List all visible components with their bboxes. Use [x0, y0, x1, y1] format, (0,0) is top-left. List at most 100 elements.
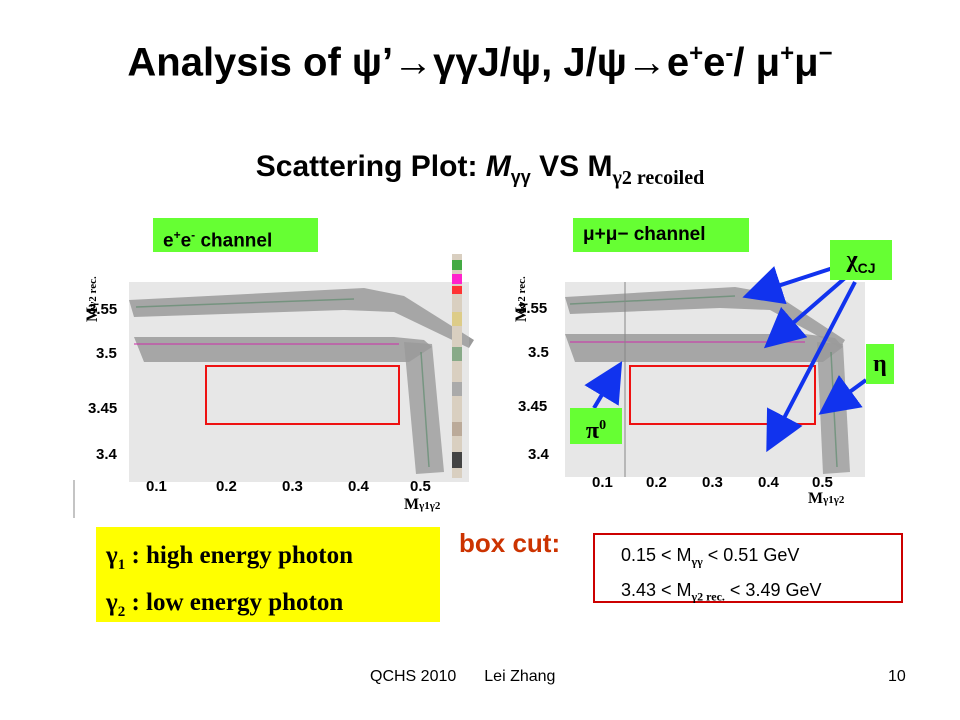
- right-y-tick-3-45: 3.45: [518, 398, 548, 415]
- cut1-b: < 0.51 GeV: [702, 545, 800, 565]
- title-muminus: −: [818, 40, 833, 67]
- photon-legend-line-1: γ1 : high energy photon: [106, 537, 440, 584]
- pi0-symbol: π: [585, 418, 600, 444]
- chi-arrow-2: [763, 276, 847, 349]
- title-jpsi: J/ψ, J/ψ: [477, 40, 627, 85]
- cut2-a: 3.43 < M: [621, 579, 692, 600]
- cut1-sub: γγ: [691, 554, 703, 569]
- footer-credit: QCHS 2010 Lei Zhang: [370, 668, 555, 686]
- left-upper-band: [129, 288, 474, 348]
- title-arrow: →: [393, 40, 434, 85]
- right-channel-label: μ+μ− channel: [573, 218, 749, 252]
- right-box-cut-rect: [629, 365, 816, 425]
- eta-symbol: η: [873, 351, 887, 377]
- title-prefix: Analysis of: [127, 40, 352, 85]
- left-y-tick-3-5: 3.5: [96, 345, 117, 362]
- left-x-tick-0-4: 0.4: [348, 478, 369, 495]
- gamma1-text: : high energy photon: [125, 542, 354, 569]
- box-cut-conditions: 0.15 < Mγγ < 0.51 GeV 3.43 < Mγ2 rec. < …: [593, 533, 903, 603]
- gamma1-symbol: γ: [106, 542, 118, 569]
- left-y-tick-3-55: 3.55: [88, 301, 118, 318]
- box-cut-line-1: 0.15 < Mγγ < 0.51 GeV: [621, 541, 901, 576]
- right-x-tick-0-1: 0.1: [592, 474, 613, 491]
- subtitle-recoiled-sub: γ2 recoiled: [612, 167, 705, 189]
- box-cut-label: box cut:: [459, 528, 561, 558]
- left-vertical-core: [420, 351, 430, 468]
- left-x-tick-0-2: 0.2: [216, 478, 237, 495]
- right-x-tick-0-2: 0.2: [646, 474, 667, 491]
- subtitle-vs: VS M: [530, 150, 613, 183]
- page-number: 10: [888, 668, 906, 685]
- cut2-sub: γ2 rec.: [691, 589, 725, 604]
- title-gg: γγ: [433, 40, 478, 85]
- slide-title: Analysis of ψ’→γγJ/ψ, J/ψ→e+e-/ μ+μ−: [0, 40, 960, 85]
- left-vertical-band: [404, 342, 444, 474]
- right-upper-core: [569, 295, 736, 305]
- pi0-sup: 0: [599, 418, 607, 433]
- subtitle-m: M: [485, 150, 511, 183]
- right-x-tick-0-3: 0.3: [702, 474, 723, 491]
- left-y-tick-3-45: 3.45: [88, 400, 118, 417]
- right-y-tick-3-55: 3.55: [518, 300, 548, 317]
- photon-legend-line-2: γ2 : low energy photon: [106, 584, 440, 631]
- right-x-label-m: M: [808, 490, 824, 507]
- left-channel-plus: +: [173, 228, 181, 242]
- title-muplus: +: [780, 40, 795, 67]
- left-x-axis-label: Mγ1γ2: [404, 496, 440, 514]
- gamma2-sub: 2: [117, 604, 126, 620]
- title-e: e: [666, 40, 690, 85]
- title-psi-prime: ψ’: [351, 40, 394, 85]
- footer-conference: QCHS 2010: [370, 668, 457, 685]
- cut2-b: < 3.49 GeV: [724, 579, 822, 600]
- pi0-callout: π0: [570, 408, 622, 444]
- footer-author: Lei Zhang: [484, 668, 556, 685]
- left-scatter-plot: [64, 252, 474, 518]
- right-x-label-sub: γ1γ2: [823, 494, 845, 506]
- chi-sub: CJ: [857, 259, 876, 276]
- chi-arrow-1: [742, 266, 834, 305]
- left-x-label-m: M: [404, 496, 420, 513]
- eta-callout: η: [866, 344, 894, 384]
- left-y-tick-3-4: 3.4: [96, 446, 117, 463]
- chi-arrow-3: [766, 281, 857, 453]
- left-color-scale: [452, 254, 462, 478]
- gamma1-sub: 1: [117, 557, 126, 573]
- left-x-label-sub: γ1γ2: [419, 500, 441, 512]
- title-slash: /: [733, 40, 756, 85]
- left-box-cut-rect: [205, 365, 400, 425]
- box-cut-line-2: 3.43 < Mγ2 rec. < 3.49 GeV: [621, 576, 901, 611]
- left-x-tick-0-1: 0.1: [146, 478, 167, 495]
- right-channel-text: μ+μ− channel: [583, 224, 706, 245]
- title-mu2: μ: [794, 40, 819, 85]
- right-x-tick-0-4: 0.4: [758, 474, 779, 491]
- right-x-tick-0-5: 0.5: [812, 474, 833, 491]
- left-channel-label: e+e- channel: [153, 218, 318, 252]
- title-eplus: +: [689, 40, 704, 67]
- left-channel-minus: -: [191, 228, 196, 242]
- chi-cj-callout: χCJ: [830, 240, 892, 280]
- subtitle-text: Scattering Plot:: [255, 150, 486, 183]
- left-channel-e2: e: [180, 230, 192, 252]
- cut1-a: 0.15 < M: [621, 545, 692, 565]
- left-plot-svg: [73, 252, 474, 518]
- title-e2: e: [703, 40, 726, 85]
- left-x-tick-0-5: 0.5: [410, 478, 431, 495]
- left-background-haze: [129, 282, 469, 482]
- title-eminus: -: [725, 40, 734, 67]
- eta-arrow: [818, 374, 868, 415]
- title-arrow-2: →: [626, 40, 667, 85]
- gamma2-text: : low energy photon: [125, 589, 344, 616]
- chi-symbol: χ: [846, 247, 858, 273]
- left-channel-e: e: [163, 230, 174, 252]
- right-y-tick-3-4: 3.4: [528, 446, 549, 463]
- right-y-tick-3-5: 3.5: [528, 344, 549, 361]
- left-channel-suffix: channel: [195, 230, 273, 252]
- slide-subtitle: Scattering Plot: Mγγ VS Mγ2 recoiled: [0, 150, 960, 190]
- title-mu: μ: [755, 40, 781, 85]
- left-upper-core: [135, 298, 355, 308]
- left-x-tick-0-3: 0.3: [282, 478, 303, 495]
- pi0-arrow: [584, 361, 623, 410]
- gamma2-symbol: γ: [106, 589, 118, 616]
- photon-legend: γ1 : high energy photon γ2 : low energy …: [96, 527, 440, 622]
